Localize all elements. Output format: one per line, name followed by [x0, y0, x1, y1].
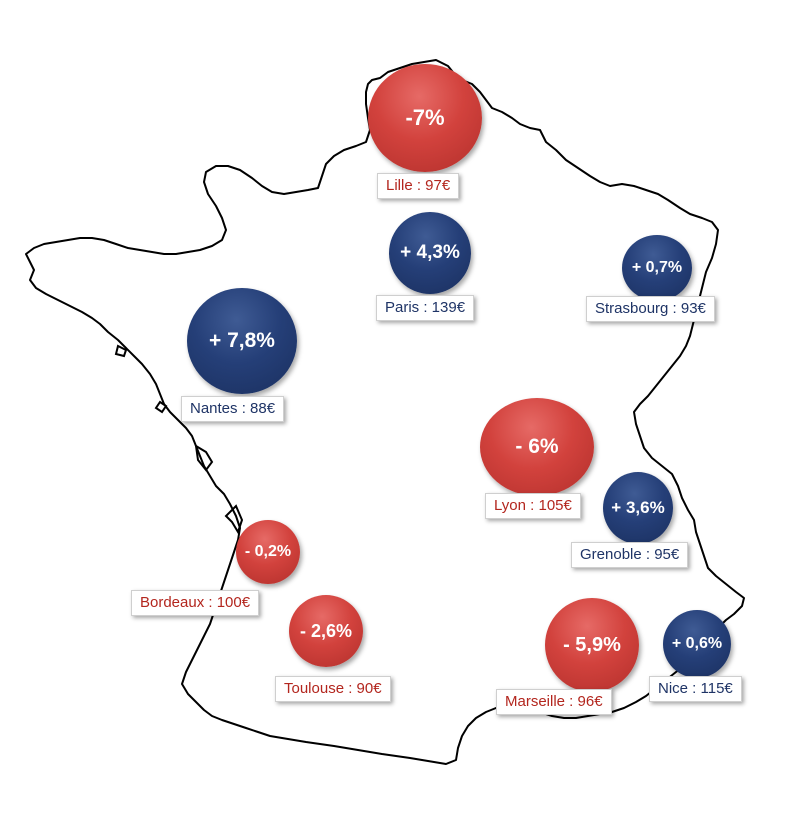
- toulouse-change-bubble: - 2,6%: [289, 595, 363, 667]
- nantes-change-bubble: + 7,8%: [187, 288, 297, 394]
- nantes-price-label: Nantes : 88€: [181, 396, 285, 422]
- lille-change-bubble: -7%: [368, 64, 482, 172]
- strasbourg-price-label: Strasbourg : 93€: [586, 296, 715, 322]
- marseille-change-bubble: - 5,9%: [545, 598, 639, 692]
- nice-price-label: Nice : 115€: [649, 676, 742, 702]
- grenoble-change-bubble: + 3,6%: [603, 472, 673, 544]
- marseille-price-label: Marseille : 96€: [496, 689, 612, 715]
- paris-price-label: Paris : 139€: [376, 295, 475, 321]
- paris-change-bubble: + 4,3%: [389, 212, 471, 294]
- lyon-change-bubble: - 6%: [480, 398, 594, 496]
- strasbourg-change-bubble: + 0,7%: [622, 235, 692, 301]
- nice-change-bubble: + 0,6%: [663, 610, 731, 678]
- bordeaux-change-bubble: - 0,2%: [236, 520, 300, 584]
- grenoble-price-label: Grenoble : 95€: [571, 542, 689, 568]
- bordeaux-price-label: Bordeaux : 100€: [131, 590, 260, 616]
- toulouse-price-label: Toulouse : 90€: [275, 676, 391, 702]
- lyon-price-label: Lyon : 105€: [485, 493, 581, 519]
- lille-price-label: Lille : 97€: [377, 173, 460, 199]
